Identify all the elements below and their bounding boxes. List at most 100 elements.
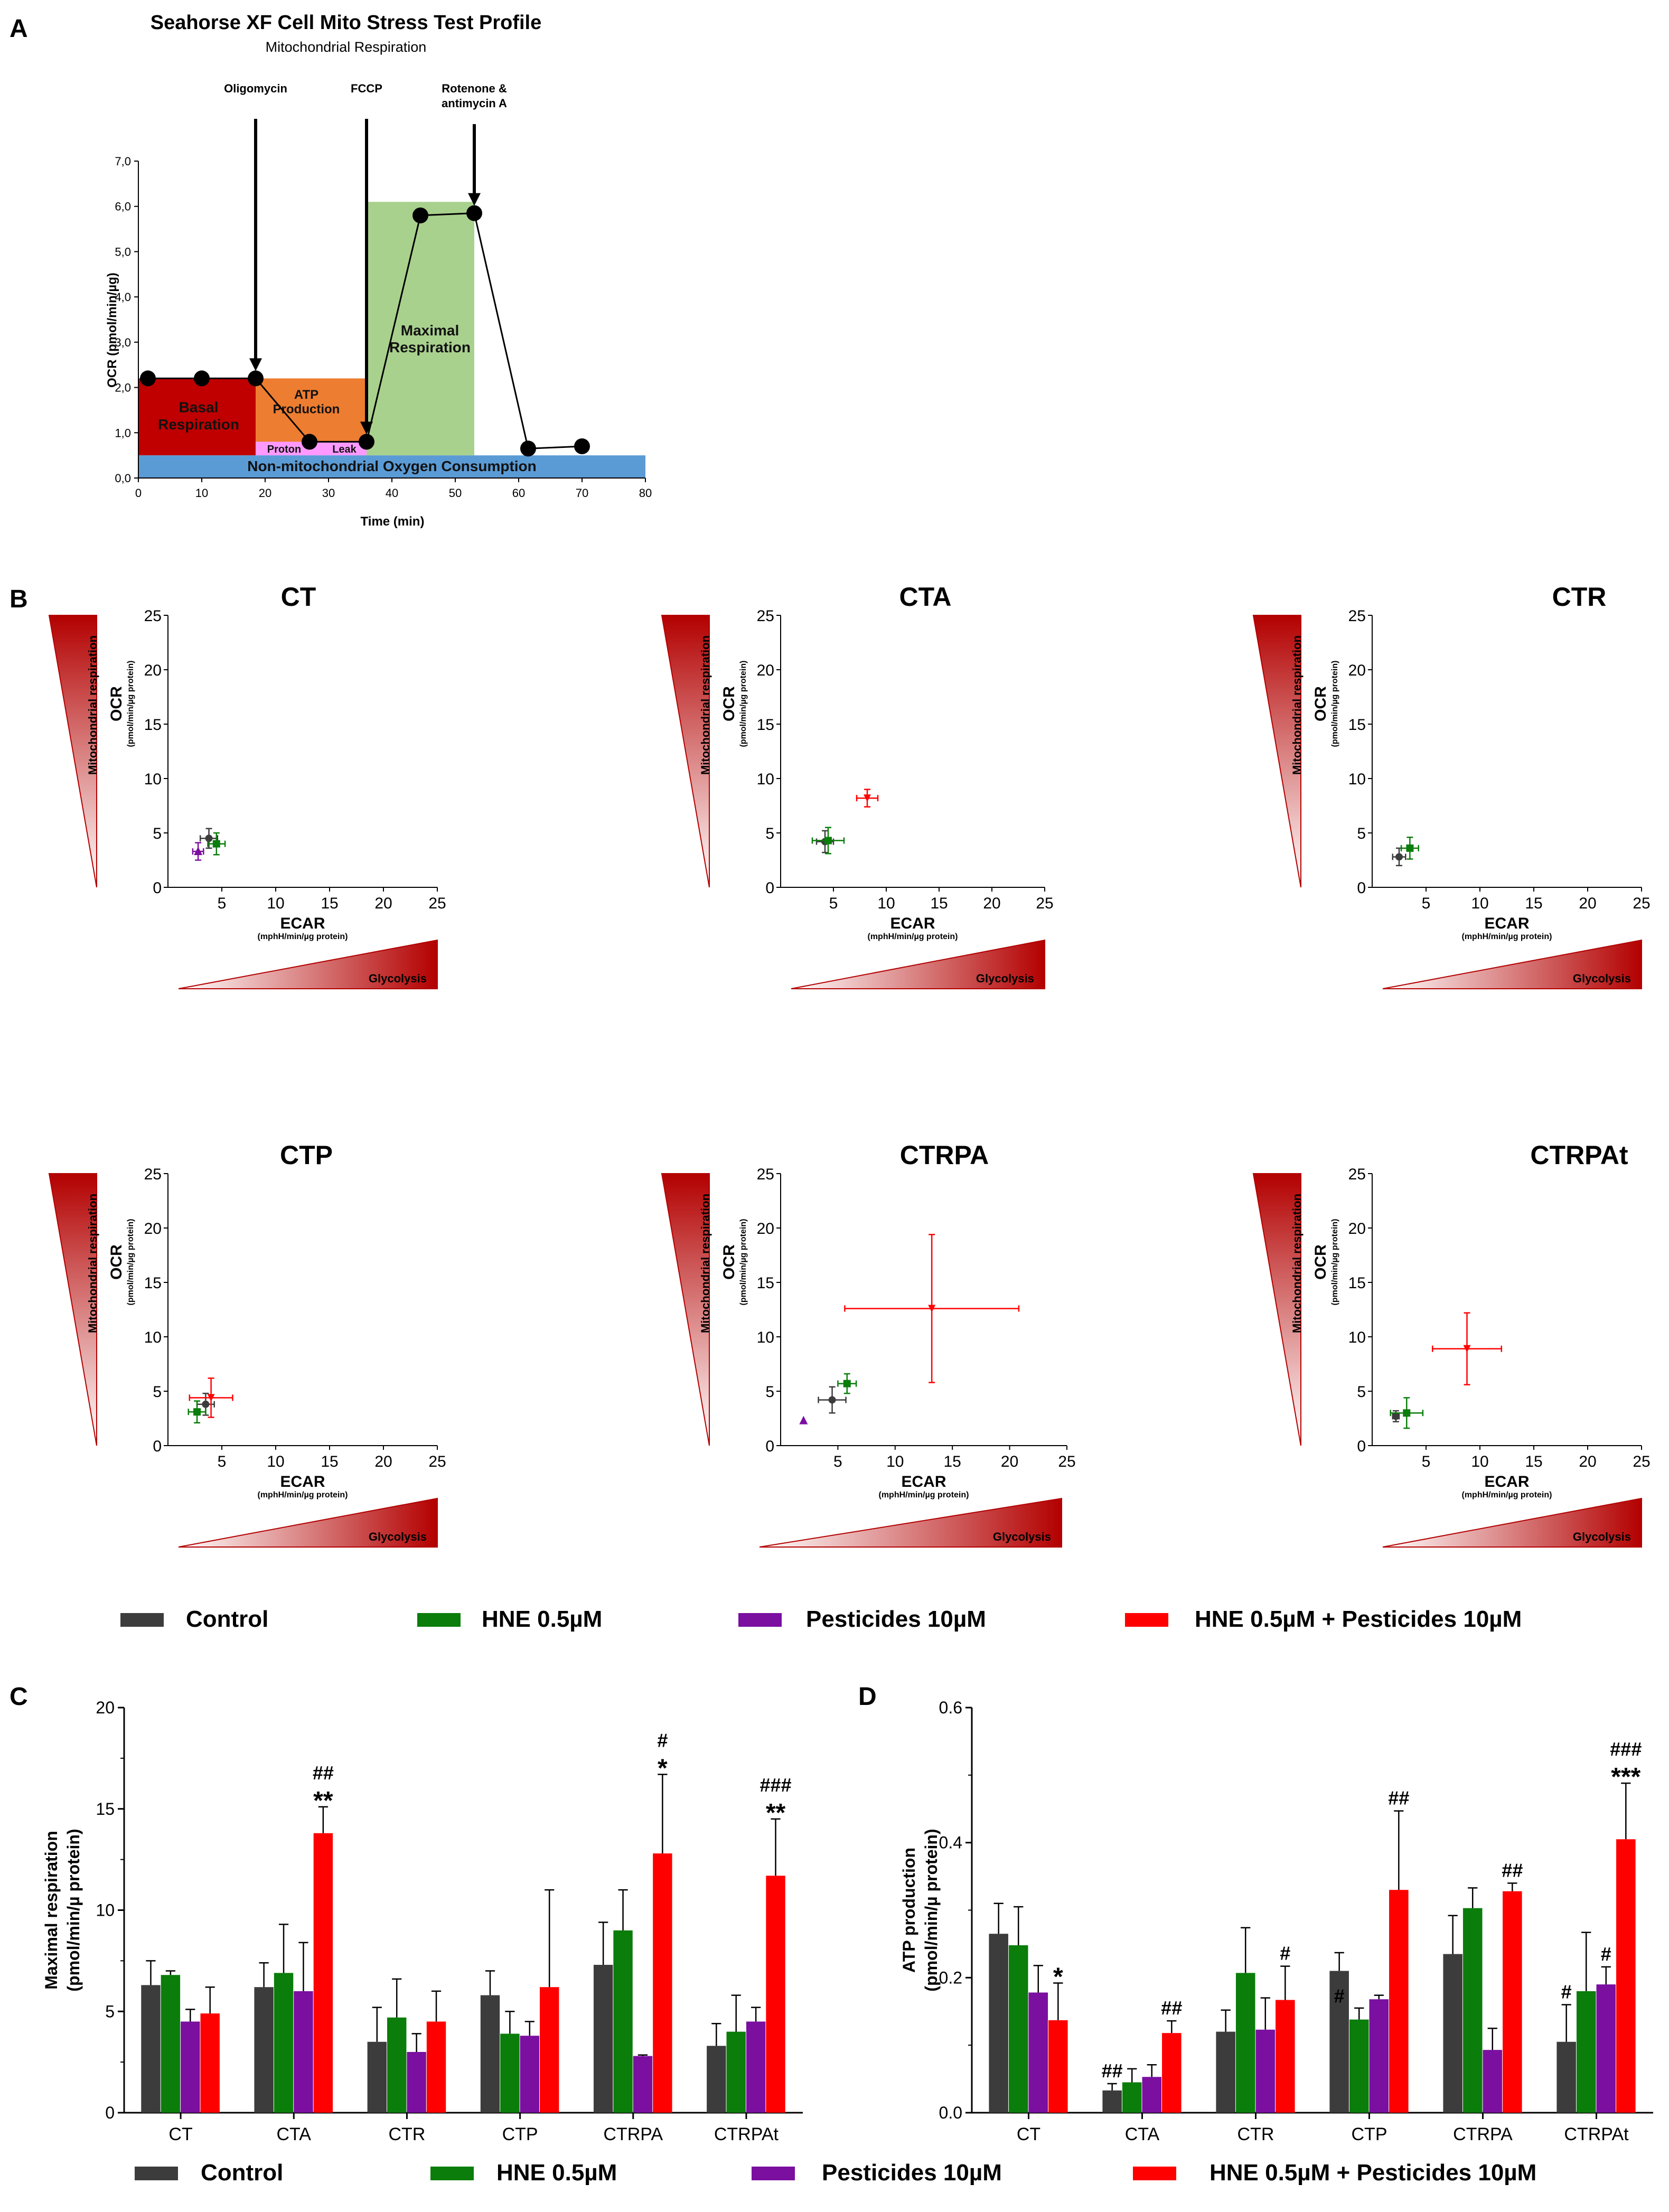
scatter-xunit: (mphH/min/µg protein) — [1462, 1491, 1552, 1499]
bar-ct-0 — [989, 1934, 1008, 2113]
bar-ctr-0 — [1216, 2031, 1235, 2113]
panel-label-b: B — [10, 585, 28, 613]
scatter-ylabel: OCR — [108, 686, 125, 721]
ytick-label: 20 — [757, 662, 774, 679]
ytick-label: 25 — [757, 607, 774, 625]
xtick-label: 15 — [1525, 1453, 1542, 1470]
scatter-ylabel: OCR — [1312, 686, 1329, 721]
xtick-label: 20 — [1579, 895, 1596, 912]
bar-ylabel: ATP production — [899, 1848, 918, 1973]
xtick-label: 10 — [267, 1453, 284, 1470]
point-hne-0-5-m-pesticides-10-m — [928, 1305, 936, 1313]
scatter-yunit: (pmol/min/µg protein) — [126, 1219, 135, 1306]
ytick-label: 6,0 — [115, 200, 131, 213]
ytick-label: 20 — [144, 1220, 162, 1238]
category-label: CTP — [1352, 2124, 1387, 2144]
mito-resp-ramp-label: Mitochondrial respiration — [1290, 1194, 1304, 1333]
region-label-4: Leak — [332, 444, 357, 455]
region-label-0: Basal Respiration — [158, 399, 239, 433]
legend-swatch-3 — [1125, 1613, 1168, 1627]
mito-resp-ramp-label: Mitochondrial respiration — [699, 635, 712, 775]
region-1 — [256, 378, 367, 442]
region-label-1: ATP Production — [273, 388, 340, 417]
bar-ctr-2 — [1255, 2029, 1276, 2113]
xtick-label: 20 — [1001, 1453, 1018, 1470]
ocr-point — [520, 440, 536, 457]
ytick-label: 5 — [1357, 1383, 1366, 1401]
ytick-label: 0.2 — [939, 1968, 962, 1987]
ytick-label: 5 — [153, 1383, 162, 1401]
region-label-3: Proton — [267, 444, 301, 455]
ytick-label: 5 — [153, 825, 162, 842]
ytick-label: 0 — [153, 879, 162, 897]
glycolysis-ramp-label: Glycolysis — [976, 972, 1034, 985]
legend-label-0: Control — [201, 2160, 283, 2186]
region-2 — [367, 202, 474, 456]
ytick-label: 15 — [1348, 716, 1366, 734]
ytick-label: 10 — [757, 1329, 774, 1346]
bar-ct-1 — [161, 1975, 181, 2113]
bar-ctrpa-1 — [613, 1930, 633, 2113]
ytick-label: 0.6 — [939, 1698, 962, 1717]
bar-cta-1 — [274, 1973, 294, 2113]
bar-ctrpa-0 — [593, 1965, 613, 2113]
scatter-ctr: CTR Mitochondrial respiration Glycolysis 0 5… — [1252, 582, 1651, 989]
ytick-label: 0 — [1357, 879, 1366, 897]
significance-mark: ## — [1502, 1859, 1523, 1881]
bar-cta-2 — [1142, 2077, 1162, 2113]
significance-mark: # — [1601, 1943, 1611, 1965]
point-control — [202, 1400, 210, 1408]
injection-arrowhead-0 — [249, 358, 262, 371]
ytick-label: 15 — [757, 1274, 774, 1292]
significance-mark: ** — [313, 1787, 333, 1815]
bar-ctrpat-1 — [1576, 1991, 1596, 2113]
glycolysis-ramp-label: Glycolysis — [993, 1530, 1051, 1543]
ytick-label: 15 — [96, 1799, 115, 1819]
category-label: CTRPAt — [1564, 2124, 1629, 2144]
chart-a-xlabel: Time (min) — [361, 514, 425, 529]
scatter-ylabel: OCR — [720, 1244, 738, 1280]
glycolysis-ramp — [178, 1497, 438, 1548]
bar-ctrpat-0 — [1557, 2041, 1576, 2113]
scatter-xunit: (mphH/min/µg protein) — [258, 932, 348, 941]
ytick-label: 0 — [105, 2103, 115, 2122]
xtick-label: 5 — [218, 895, 227, 912]
ytick-label: 20 — [757, 1220, 774, 1238]
legend-swatch-1 — [430, 2167, 474, 2180]
bar-cta-0 — [254, 1987, 274, 2113]
xtick-label: 10 — [886, 1453, 904, 1470]
bar-ctr-1 — [387, 2017, 407, 2113]
point-control — [1395, 853, 1403, 861]
ytick-label: 20 — [96, 1698, 115, 1717]
chart-a-title: Seahorse XF Cell Mito Stress Test Profil… — [151, 12, 542, 34]
legend-swatch-2 — [752, 2167, 795, 2180]
bar-ctrpa-0 — [1443, 1954, 1462, 2113]
xtick-label: 20 — [983, 895, 1000, 912]
mito-resp-ramp — [48, 1173, 97, 1446]
legend-label-1: HNE 0.5µM — [482, 1606, 602, 1632]
scatter-title: CTRPAt — [1530, 1140, 1628, 1170]
bar-ct-2 — [1028, 1992, 1048, 2113]
ytick-label: 10 — [1348, 771, 1366, 788]
injection-label-1: FCCP — [351, 82, 382, 95]
ytick-label: 0 — [1357, 1438, 1366, 1455]
maximal-respiration-bar-chart: 0 5 10 15 20 Maximal respiration (pmol/min/µ p… — [42, 1698, 803, 2144]
glycolysis-ramp-label: Glycolysis — [369, 972, 427, 985]
category-label: CT — [1017, 2124, 1040, 2144]
significance-mark: ** — [766, 1799, 786, 1827]
significance-mark: ## — [1388, 1787, 1409, 1809]
xtick-label: 5 — [218, 1453, 227, 1470]
category-label: CT — [168, 2124, 192, 2144]
ytick-label: 15 — [1348, 1274, 1366, 1292]
scatter-xunit: (mphH/min/µg protein) — [868, 932, 958, 941]
mito-resp-ramp — [48, 615, 97, 888]
ytick-label: 0,0 — [115, 472, 131, 485]
scatter-xunit: (mphH/min/µg protein) — [879, 1491, 969, 1499]
xtick-label: 15 — [321, 895, 338, 912]
xtick-label: 5 — [1422, 1453, 1431, 1470]
glycolysis-ramp — [1382, 1497, 1642, 1548]
xtick-label: 50 — [449, 486, 462, 500]
point-pesticides-10-m — [194, 847, 203, 856]
injection-label-2: Rotenone & antimycin A — [442, 82, 507, 110]
